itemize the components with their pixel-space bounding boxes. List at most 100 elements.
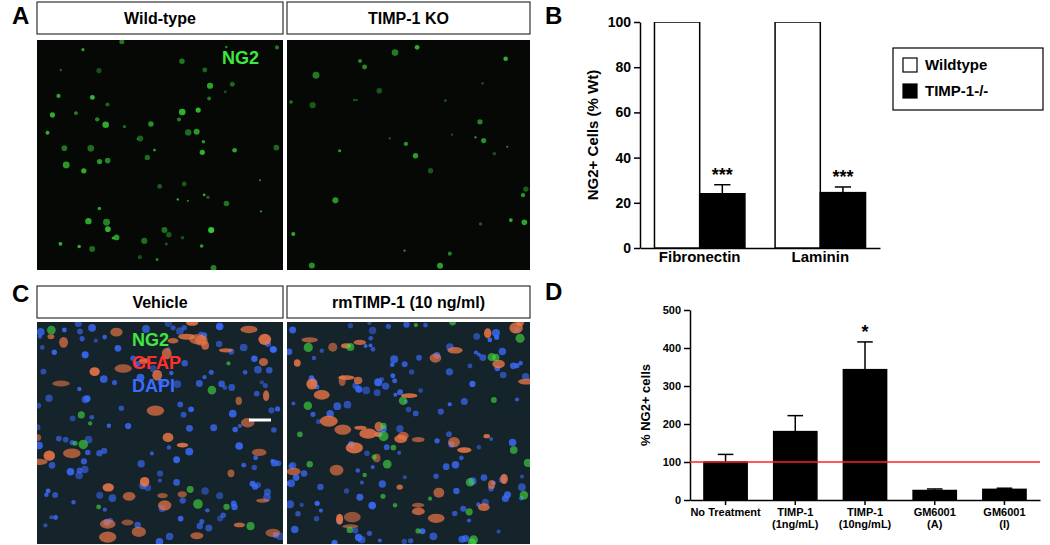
image-texture	[355, 534, 362, 541]
image-texture	[328, 343, 337, 352]
image-texture	[506, 146, 508, 148]
image-texture	[369, 327, 376, 334]
y-axis-line	[690, 311, 692, 501]
x-tick: GM6001(I)	[983, 500, 1025, 530]
image-texture	[240, 344, 248, 352]
y-tick-mark	[634, 67, 640, 69]
image-texture	[205, 508, 209, 512]
image-texture	[166, 533, 174, 541]
image-texture	[452, 511, 457, 516]
x-tick-mark	[864, 500, 866, 505]
y-tick-label: 400	[663, 342, 681, 354]
image-texture	[433, 488, 444, 498]
image-texture	[75, 322, 82, 327]
image-texture	[403, 475, 407, 479]
image-texture	[291, 526, 298, 533]
image-texture	[256, 499, 270, 503]
image-texture	[224, 201, 230, 207]
image-texture	[415, 528, 420, 533]
image-texture	[491, 397, 497, 403]
image-texture	[46, 489, 51, 494]
y-tick-label: 20	[615, 195, 631, 211]
image-texture	[148, 121, 153, 126]
image-texture	[103, 483, 114, 491]
image-texture	[304, 402, 313, 411]
image-texture	[218, 381, 225, 388]
y-tick-label: 100	[663, 456, 681, 468]
image-texture	[45, 131, 49, 135]
image-texture	[109, 494, 117, 502]
image-texture	[216, 341, 222, 347]
image-texture	[334, 424, 351, 434]
image-texture	[372, 454, 377, 459]
error-bar	[722, 185, 724, 203]
image-texture	[402, 539, 407, 544]
image-texture	[217, 515, 223, 521]
bar	[820, 193, 865, 248]
image-texture	[358, 59, 362, 63]
annotations: *	[861, 322, 868, 342]
image-texture	[382, 382, 389, 389]
image-texture	[77, 387, 81, 391]
image-title-box	[287, 2, 530, 34]
panel-letter: B	[545, 2, 562, 29]
x-tick-label: GM6001(A)	[914, 506, 956, 531]
image-texture	[200, 150, 205, 155]
image-texture	[165, 322, 172, 327]
image-texture	[102, 121, 109, 128]
image-texture	[137, 136, 143, 142]
image-texture	[45, 395, 52, 402]
legend: WildtypeTIMP-1-/-	[893, 48, 1043, 110]
image-texture	[310, 412, 315, 417]
image-texture	[178, 516, 184, 522]
micrograph	[37, 40, 283, 270]
image-texture	[386, 324, 391, 329]
image-texture	[428, 168, 433, 173]
image-texture	[368, 343, 372, 347]
image-texture	[331, 540, 337, 544]
image-texture	[367, 322, 371, 325]
x-tick: Laminin	[792, 248, 850, 265]
image-texture	[384, 444, 390, 450]
image-texture	[287, 500, 294, 508]
reference-line	[690, 461, 1040, 463]
image-texture	[114, 234, 120, 240]
image-texture	[209, 370, 214, 375]
image-texture	[232, 427, 238, 433]
image-texture	[180, 497, 186, 503]
image-texture	[355, 386, 362, 393]
image-texture	[397, 451, 401, 455]
image-texture	[478, 503, 490, 511]
image-texture	[79, 440, 88, 449]
image-texture	[96, 68, 101, 73]
x-tick-mark	[795, 500, 797, 505]
image-texture	[460, 506, 466, 512]
image-texture	[43, 523, 47, 527]
image-texture	[37, 424, 40, 430]
image-texture	[270, 346, 276, 352]
image-texture	[210, 424, 217, 431]
image-texture	[449, 322, 456, 325]
image-texture	[166, 232, 172, 238]
scale-bar	[249, 419, 271, 422]
image-texture	[362, 386, 370, 394]
image-texture	[81, 458, 87, 464]
image-texture	[252, 449, 266, 456]
image-texture	[197, 523, 203, 529]
image-texture	[509, 439, 517, 447]
image-texture	[82, 351, 89, 358]
image-texture	[510, 446, 518, 454]
image-texture	[483, 434, 489, 438]
image-texture	[413, 411, 419, 417]
image-texture	[524, 459, 530, 467]
image-texture	[363, 473, 367, 477]
image-texture	[163, 433, 174, 442]
x-tick: GM6001(A)	[914, 500, 956, 530]
image-texture	[171, 325, 176, 330]
image-background	[37, 40, 283, 270]
image-texture	[50, 112, 55, 117]
image-texture	[333, 402, 341, 410]
y-tick: 0	[623, 240, 640, 256]
image-texture	[479, 354, 486, 361]
image-texture	[202, 375, 206, 379]
